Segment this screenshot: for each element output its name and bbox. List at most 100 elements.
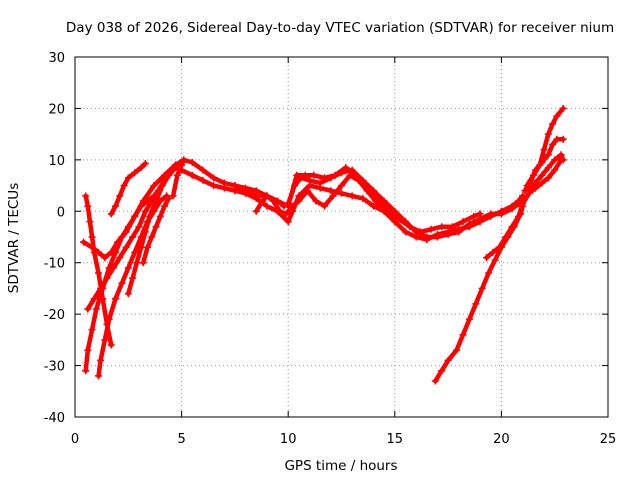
data-point bbox=[557, 151, 565, 159]
data-point bbox=[188, 158, 196, 166]
x-tick-label: 10 bbox=[280, 432, 297, 447]
data-point bbox=[427, 225, 435, 233]
data-point bbox=[338, 189, 345, 197]
data-point bbox=[331, 171, 339, 179]
data-point bbox=[210, 174, 218, 182]
data-point bbox=[97, 284, 105, 292]
data-point bbox=[282, 210, 290, 218]
data-point bbox=[269, 197, 277, 205]
data-point bbox=[514, 197, 522, 205]
data-point bbox=[152, 197, 160, 205]
data-point bbox=[220, 184, 228, 192]
data-point bbox=[459, 331, 467, 339]
data-point bbox=[88, 233, 96, 241]
data-point bbox=[338, 182, 345, 190]
data-point bbox=[401, 228, 409, 236]
data-point bbox=[553, 112, 561, 120]
data-point bbox=[107, 341, 115, 349]
x-tick-label: 20 bbox=[493, 432, 510, 447]
data-point bbox=[455, 225, 463, 233]
data-point bbox=[133, 259, 141, 267]
data-point bbox=[122, 228, 130, 236]
x-tick-label: 0 bbox=[71, 432, 79, 447]
data-point bbox=[529, 171, 537, 179]
data-point bbox=[395, 215, 403, 223]
data-point bbox=[141, 207, 149, 215]
data-point bbox=[146, 212, 154, 220]
data-point bbox=[199, 176, 207, 184]
data-point bbox=[433, 230, 441, 238]
data-point bbox=[508, 223, 516, 231]
data-point bbox=[559, 104, 567, 112]
data-point bbox=[444, 356, 452, 364]
y-tick-label: -30 bbox=[44, 360, 65, 375]
data-point bbox=[453, 346, 461, 354]
data-point bbox=[372, 197, 380, 205]
data-point bbox=[487, 212, 495, 220]
data-point bbox=[86, 218, 94, 226]
data-point bbox=[165, 171, 173, 179]
data-point bbox=[482, 254, 490, 262]
data-point bbox=[293, 171, 301, 179]
data-point bbox=[476, 218, 484, 226]
data-point bbox=[544, 130, 552, 138]
data-point bbox=[416, 228, 424, 236]
data-point bbox=[502, 233, 510, 241]
data-point bbox=[423, 236, 431, 244]
data-point bbox=[369, 202, 377, 210]
data-point bbox=[497, 207, 505, 215]
series-track-11 bbox=[231, 164, 484, 236]
y-tick-label: 10 bbox=[48, 154, 65, 169]
data-point bbox=[295, 197, 303, 205]
data-point bbox=[491, 256, 499, 264]
data-point bbox=[559, 135, 567, 143]
data-point bbox=[538, 171, 546, 179]
data-point bbox=[380, 197, 388, 205]
data-point bbox=[312, 197, 320, 205]
data-point bbox=[124, 290, 132, 298]
data-point bbox=[342, 164, 350, 172]
data-point bbox=[150, 182, 158, 190]
data-point bbox=[444, 228, 452, 236]
y-tick-label: -10 bbox=[44, 257, 65, 272]
series-track-8 bbox=[124, 158, 186, 298]
series-track-6 bbox=[107, 159, 149, 218]
data-point bbox=[540, 146, 548, 154]
x-tick-label: 25 bbox=[600, 432, 617, 447]
data-point bbox=[346, 171, 354, 179]
y-tick-label: 30 bbox=[48, 51, 65, 66]
data-point bbox=[406, 223, 414, 231]
data-point bbox=[476, 210, 484, 218]
data-point bbox=[489, 248, 497, 256]
data-point bbox=[553, 135, 561, 143]
data-point bbox=[137, 164, 145, 172]
data-point bbox=[188, 171, 196, 179]
data-point bbox=[129, 274, 137, 282]
data-point bbox=[173, 171, 181, 179]
data-point bbox=[94, 372, 102, 380]
data-point bbox=[156, 212, 164, 220]
data-point bbox=[169, 192, 177, 200]
data-point bbox=[141, 228, 149, 236]
data-point bbox=[359, 194, 367, 202]
data-point bbox=[459, 218, 467, 226]
data-point bbox=[92, 305, 100, 313]
data-point bbox=[135, 223, 143, 231]
data-point bbox=[470, 212, 478, 220]
data-point bbox=[252, 207, 260, 215]
data-point bbox=[549, 140, 557, 148]
data-point bbox=[129, 233, 137, 241]
data-point bbox=[88, 243, 96, 251]
data-point bbox=[532, 179, 540, 187]
data-point bbox=[107, 210, 115, 218]
data-point bbox=[137, 243, 145, 251]
x-tick-label: 15 bbox=[387, 432, 404, 447]
series-track-17 bbox=[525, 151, 567, 195]
data-point bbox=[380, 207, 388, 215]
data-point bbox=[276, 207, 284, 215]
series-track-10 bbox=[178, 166, 527, 244]
data-point bbox=[306, 182, 314, 190]
data-point bbox=[538, 179, 546, 187]
axis-ticks: 0 5 10 15 20 25 -40 -30 -20 -10 0 10 20 30 bbox=[44, 51, 617, 447]
